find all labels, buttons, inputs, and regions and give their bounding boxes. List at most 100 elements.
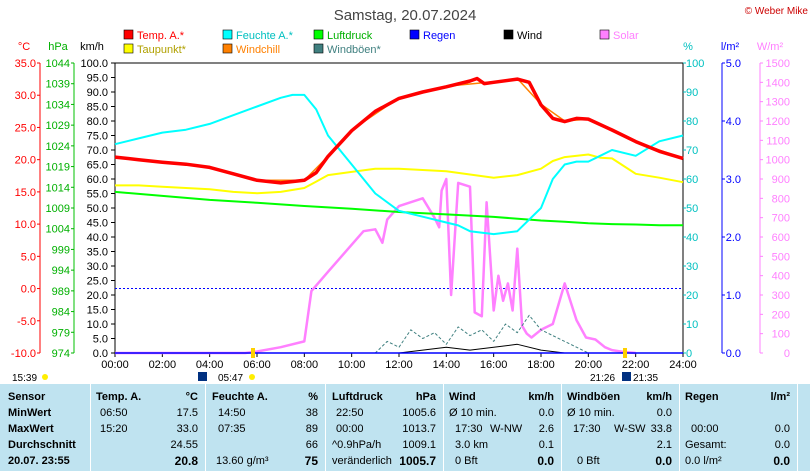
press-now-value: 1005.7 bbox=[399, 454, 436, 468]
gust-max-value: 33.8 bbox=[650, 423, 672, 435]
wind-tick-label: 80.0 bbox=[87, 116, 108, 128]
gust-header: Windböen bbox=[567, 391, 621, 403]
legend-swatch bbox=[123, 29, 134, 40]
pressure-tick-label: 994 bbox=[52, 265, 70, 277]
wind-tick-label: 55.0 bbox=[87, 189, 108, 201]
legend-swatch bbox=[313, 43, 324, 54]
humidity-tick-label: 40 bbox=[686, 232, 698, 244]
temp-tick-label: -5.0 bbox=[17, 316, 36, 328]
temp-min-time: 06:50 bbox=[100, 407, 128, 419]
humidity-tick-label: 70 bbox=[686, 145, 698, 157]
legend-label: Temp. A.* bbox=[137, 30, 185, 42]
series-solar bbox=[115, 177, 636, 355]
sun-icon bbox=[249, 374, 255, 380]
x-tick-label: 24:00 bbox=[669, 359, 697, 371]
rain-header: Regen bbox=[685, 391, 719, 403]
temp-avg-value: 24.55 bbox=[170, 439, 198, 451]
temp-tick-label: 10.0 bbox=[15, 219, 36, 231]
row-now-label: 20.07. 23:55 bbox=[8, 455, 70, 467]
hum-max-time: 07:35 bbox=[218, 423, 246, 435]
series-feuchte-a bbox=[114, 93, 684, 236]
wind-tick-label: 95.0 bbox=[87, 73, 108, 85]
temp-tick-label: 20.0 bbox=[15, 155, 36, 167]
chart-axes: °C hPa km/h% l/m² W/m² 35.0 30.0 25.0 20.0 15.0 10… bbox=[11, 41, 790, 371]
series-taupunkt bbox=[115, 153, 684, 195]
pressure-tick-label: 1009 bbox=[46, 203, 70, 215]
rain-rate: 0.0 l/m² bbox=[685, 455, 722, 467]
humidity-tick-label: 60 bbox=[686, 174, 698, 186]
sunset-right-time: 21:35 bbox=[633, 373, 658, 384]
wind-tick-label: 35.0 bbox=[87, 247, 108, 259]
solar-tick-label: 1000 bbox=[766, 155, 790, 167]
hum-abs-value: 13.60 g/m³ bbox=[216, 455, 269, 467]
pressure-tick-label: 984 bbox=[52, 307, 70, 319]
sunrise-left-time: 15:39 bbox=[12, 373, 37, 384]
x-tick-label: 18:00 bbox=[527, 359, 555, 371]
wind-tick-label: 25.0 bbox=[87, 276, 108, 288]
gust-max-dir: W-SW bbox=[614, 423, 646, 435]
solar-tick-label: 200 bbox=[772, 309, 790, 321]
solar-tick-label: 400 bbox=[772, 271, 790, 283]
solar-tick-label: 900 bbox=[772, 174, 790, 186]
sun-marker bbox=[251, 348, 255, 358]
wind-tick-label: 40.0 bbox=[87, 232, 108, 244]
wind-tick-label: 65.0 bbox=[87, 160, 108, 172]
rain-unit: l/m² bbox=[770, 391, 790, 403]
wind-max-dir: W-NW bbox=[490, 423, 523, 435]
gust-avg10-value: 0.0 bbox=[656, 407, 672, 419]
x-tick-label: 08:00 bbox=[291, 359, 319, 371]
pressure-tick-label: 1004 bbox=[46, 224, 70, 236]
sunset-left-time: 21:26 bbox=[590, 373, 615, 384]
series-temp-a bbox=[114, 76, 684, 185]
legend-label: Wind bbox=[517, 30, 542, 42]
solar-tick-label: 1400 bbox=[766, 77, 790, 89]
wind-avg-value: 0.1 bbox=[538, 439, 554, 451]
rain-now-value: 0.0 bbox=[773, 454, 790, 468]
row-min-label: MinWert bbox=[8, 407, 52, 419]
press-header: Luftdruck bbox=[332, 391, 383, 403]
wind-avg10-value: 0.0 bbox=[538, 407, 554, 419]
press-min-value: 1005.6 bbox=[402, 407, 436, 419]
gust-unit: km/h bbox=[646, 391, 672, 403]
x-tick-label: 04:00 bbox=[196, 359, 224, 371]
wind-tick-label: 60.0 bbox=[87, 174, 108, 186]
solar-tick-label: 800 bbox=[772, 193, 790, 205]
solar-tick-label: 0 bbox=[784, 348, 790, 360]
x-tick-label: 16:00 bbox=[480, 359, 508, 371]
pressure-tick-label: 1014 bbox=[46, 182, 70, 194]
humidity-tick-label: 10 bbox=[686, 319, 698, 331]
wind-tick-label: 30.0 bbox=[87, 261, 108, 273]
hum-unit: % bbox=[308, 391, 318, 403]
pressure-tick-label: 1039 bbox=[46, 79, 70, 91]
legend-swatch bbox=[123, 43, 134, 54]
pressure-tick-label: 989 bbox=[52, 286, 70, 298]
temp-max-value: 33.0 bbox=[176, 423, 198, 435]
wind-max-time: 17:30 bbox=[455, 423, 483, 435]
wind-now-value: 0.0 bbox=[537, 454, 554, 468]
legend: Temp. A.* Feuchte A.* Luftdruck Regen Wind So… bbox=[123, 29, 639, 56]
axis-unit-humidity: % bbox=[683, 41, 693, 53]
gust-avg10-label: Ø 10 min. bbox=[567, 407, 615, 419]
hum-header: Feuchte A. bbox=[212, 391, 268, 403]
legend-swatch bbox=[222, 29, 233, 40]
x-tick-label: 06:00 bbox=[243, 359, 271, 371]
solar-tick-label: 1300 bbox=[766, 97, 790, 109]
series-wind bbox=[115, 343, 683, 354]
legend-label: Taupunkt* bbox=[137, 44, 187, 56]
axis-unit-rain: l/m² bbox=[721, 41, 740, 53]
x-tick-label: 14:00 bbox=[433, 359, 461, 371]
legend-label: Luftdruck bbox=[327, 30, 373, 42]
plot-area bbox=[114, 76, 684, 355]
series-luftdruck bbox=[114, 190, 683, 227]
temp-tick-label: 35.0 bbox=[15, 58, 36, 70]
legend-swatch bbox=[409, 29, 420, 40]
x-tick-label: 22:00 bbox=[622, 359, 650, 371]
sensor-header: Sensor bbox=[8, 391, 46, 403]
pressure-tick-label: 1034 bbox=[46, 99, 70, 111]
sunset-icon bbox=[622, 372, 631, 381]
solar-tick-label: 1200 bbox=[766, 116, 790, 128]
temp-min-value: 17.5 bbox=[176, 407, 198, 419]
gust-now-value: 0.0 bbox=[655, 454, 672, 468]
pressure-tick-label: 1044 bbox=[46, 58, 70, 70]
hum-max-value: 89 bbox=[305, 423, 318, 435]
